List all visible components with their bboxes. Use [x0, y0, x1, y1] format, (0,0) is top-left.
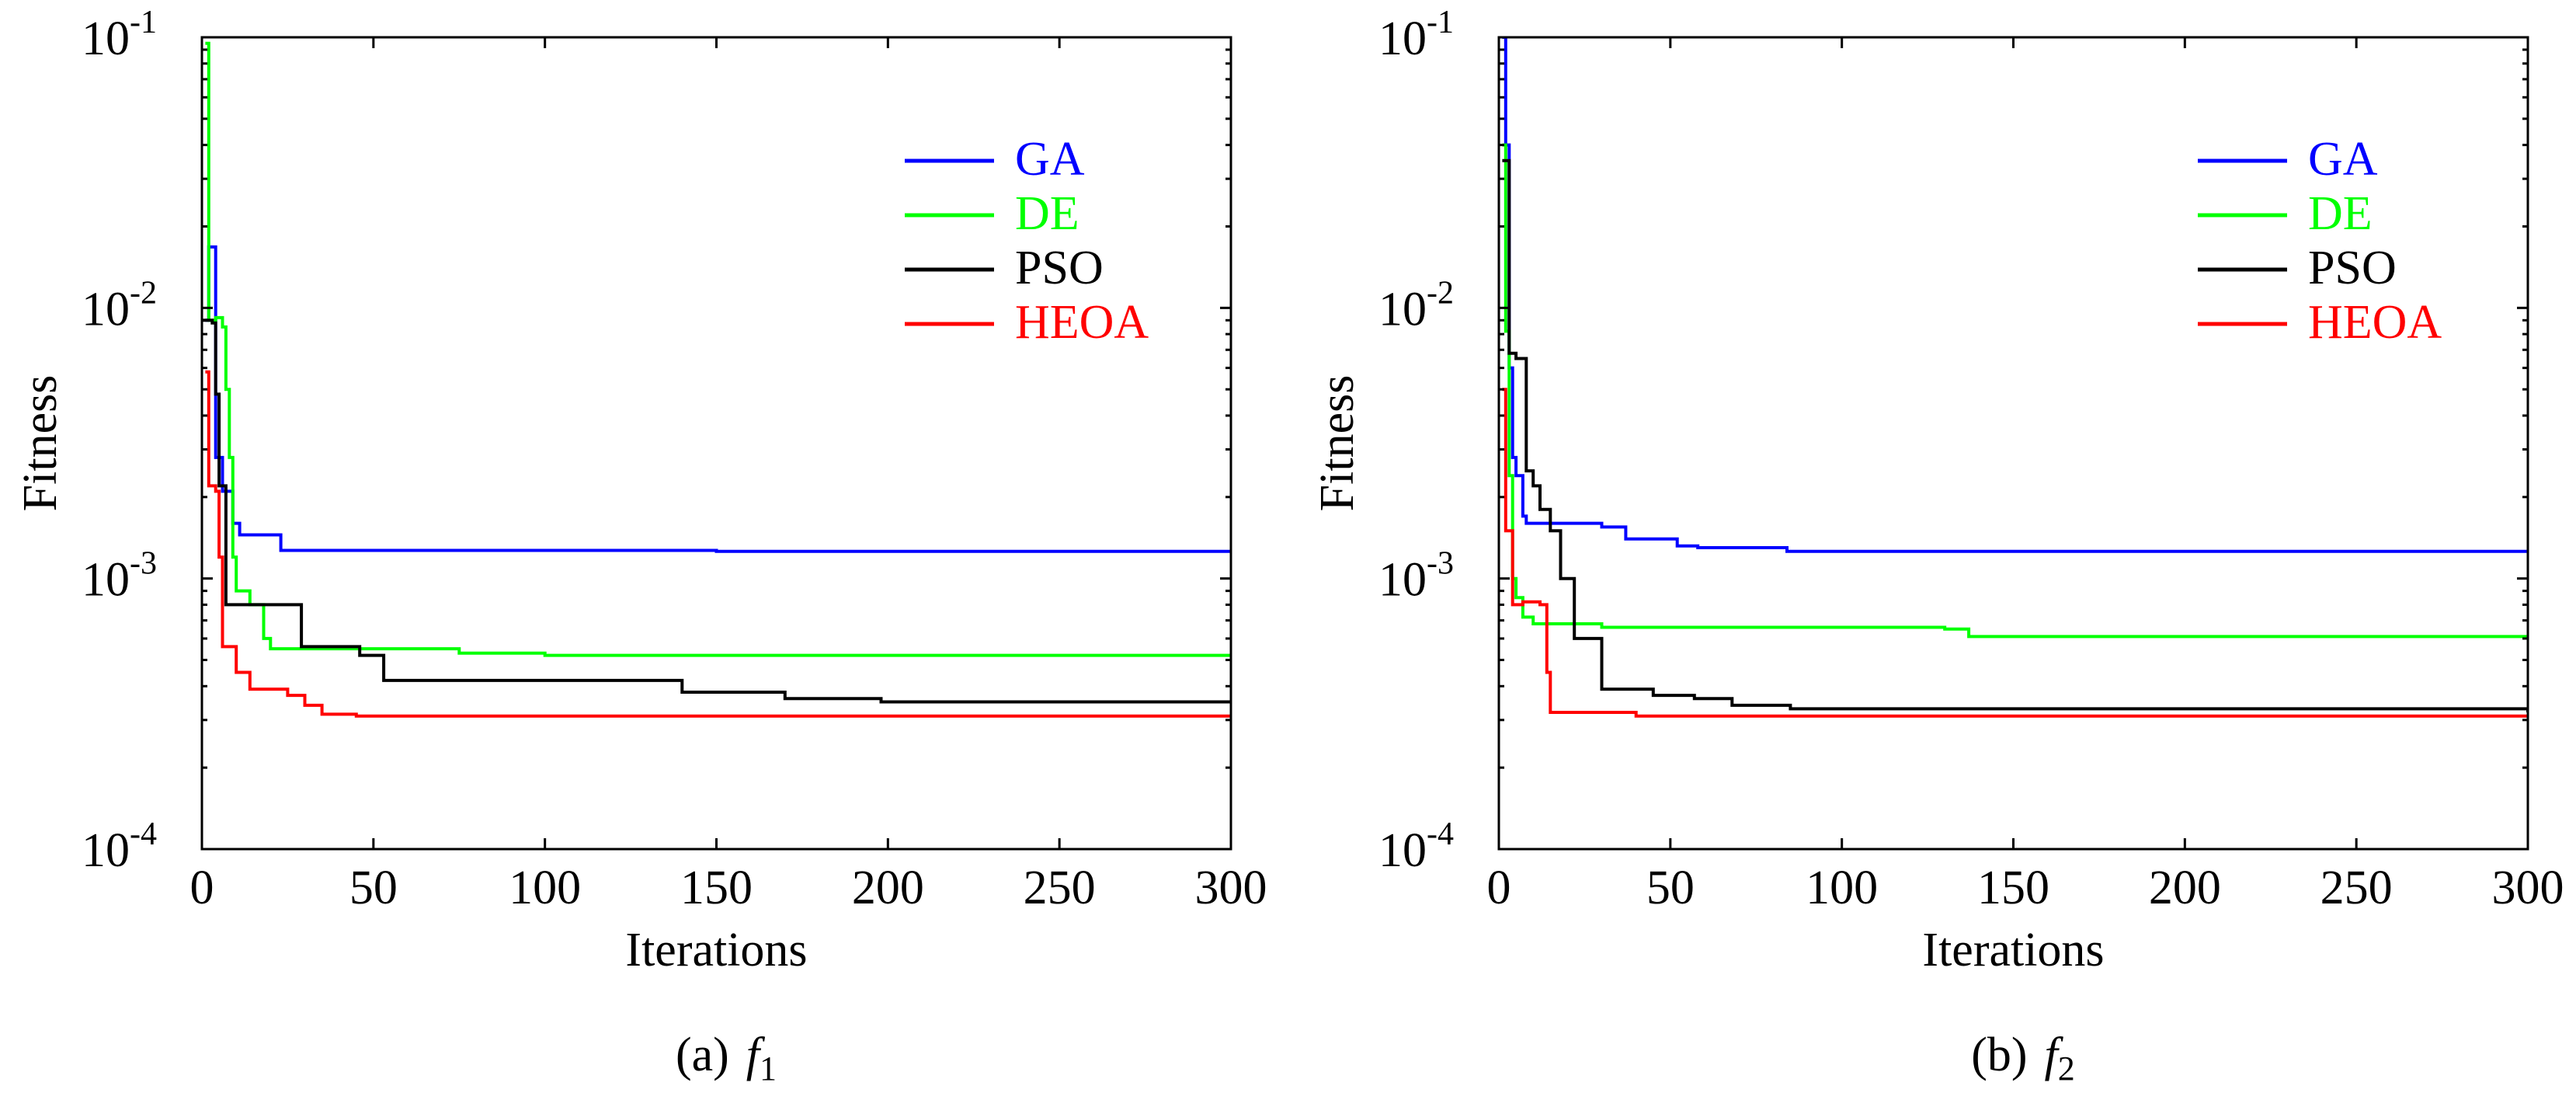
- y-tick-label: 10-4: [82, 816, 157, 877]
- chart-panel-2: 0 50 100 150 200 250 30010-410-310-210-1Iterat…: [1311, 5, 2564, 1088]
- legend-label-heoa: HEOA: [2308, 296, 2442, 349]
- y-tick-exponent: -3: [130, 546, 157, 582]
- x-tick-label: 0: [1487, 862, 1511, 914]
- y-tick-base: 10: [82, 12, 130, 65]
- x-tick-label: 50: [349, 862, 398, 914]
- caption-subscript: 1: [760, 1050, 777, 1088]
- panel-caption: (a) f1: [676, 1029, 777, 1088]
- caption-label: (a): [676, 1029, 729, 1081]
- caption-label: (b): [1971, 1029, 2027, 1081]
- x-tick-label: 300: [1195, 862, 1267, 914]
- series-line-de: [205, 41, 1231, 657]
- y-tick-label: 10-1: [82, 5, 157, 65]
- x-axis-title: Iterations: [625, 924, 807, 976]
- series-line-pso: [202, 319, 1231, 704]
- series-group: [202, 41, 1231, 718]
- y-tick-exponent: -1: [130, 5, 157, 40]
- x-tick-label: 250: [1024, 862, 1096, 914]
- x-tick-label: 100: [1806, 862, 1878, 914]
- x-tick-label: 150: [1977, 862, 2049, 914]
- legend-label-ga: GA: [1015, 133, 1085, 186]
- x-tick-label: 200: [2149, 862, 2221, 914]
- series-line-heoa: [205, 370, 1231, 718]
- chart-panel-1: 0 50 100 150 200 250 30010-410-310-210-1Iterat…: [14, 5, 1267, 1088]
- x-tick-label: 300: [2492, 862, 2564, 914]
- y-tick-label: 10-3: [1378, 546, 1454, 607]
- series-line-de: [1502, 143, 2528, 639]
- series-line-heoa: [1502, 388, 2528, 718]
- legend-label-de: DE: [1015, 187, 1079, 240]
- x-tick-label: 250: [2320, 862, 2393, 914]
- legend-label-pso: PSO: [1015, 242, 1104, 294]
- series-group: [1502, 37, 2528, 718]
- y-tick-base: 10: [1378, 824, 1427, 877]
- y-tick-exponent: -4: [130, 816, 157, 852]
- y-tick-exponent: -2: [130, 275, 157, 311]
- legend-label-ga: GA: [2308, 133, 2378, 186]
- x-tick-label: 200: [852, 862, 924, 914]
- legend-label-heoa: HEOA: [1015, 296, 1149, 349]
- y-tick-label: 10-2: [1378, 275, 1454, 336]
- y-tick-base: 10: [1378, 12, 1427, 65]
- y-tick-base: 10: [82, 554, 130, 607]
- y-tick-exponent: -1: [1427, 5, 1454, 40]
- y-tick-label: 10-4: [1378, 816, 1454, 877]
- panel-caption: (b) f2: [1971, 1029, 2075, 1088]
- legend-label-pso: PSO: [2308, 242, 2397, 294]
- legend-label-de: DE: [2308, 187, 2373, 240]
- x-tick-label: 100: [509, 862, 581, 914]
- y-tick-label: 10-3: [82, 546, 157, 607]
- x-tick-label: 50: [1646, 862, 1695, 914]
- series-line-ga: [1502, 37, 2528, 553]
- y-axis-title: Fitness: [1311, 375, 1364, 512]
- y-tick-exponent: -2: [1427, 275, 1454, 311]
- y-tick-base: 10: [1378, 554, 1427, 607]
- x-tick-label: 0: [190, 862, 214, 914]
- y-tick-base: 10: [1378, 283, 1427, 336]
- y-tick-label: 10-1: [1378, 5, 1454, 65]
- y-tick-label: 10-2: [82, 275, 157, 336]
- y-tick-base: 10: [82, 283, 130, 336]
- y-tick-base: 10: [82, 824, 130, 877]
- x-tick-label: 150: [680, 862, 753, 914]
- y-tick-exponent: -3: [1427, 546, 1454, 582]
- series-line-pso: [1502, 158, 2528, 712]
- y-axis-title: Fitness: [14, 375, 67, 512]
- caption-subscript: 2: [2058, 1050, 2075, 1088]
- x-axis-title: Iterations: [1922, 924, 2104, 976]
- y-tick-exponent: -4: [1427, 816, 1454, 852]
